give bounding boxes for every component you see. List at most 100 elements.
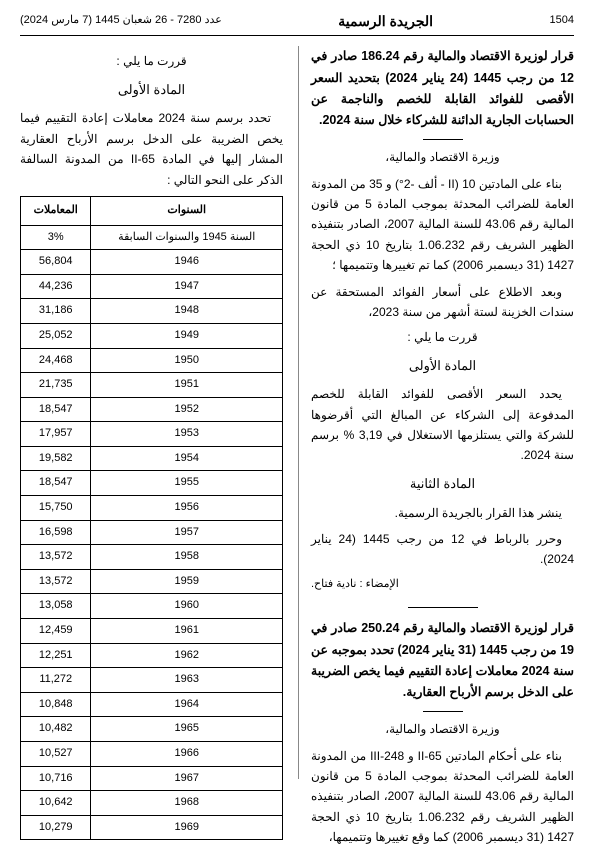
cell-coef: 10,482 bbox=[21, 717, 91, 742]
table-row: 196810,642 bbox=[21, 791, 283, 816]
cell-year: 1965 bbox=[91, 717, 283, 742]
cell-coef: 21,735 bbox=[21, 373, 91, 398]
cell-coef: 24,468 bbox=[21, 348, 91, 373]
page-header: 1504 الجريدة الرسمية عدد 7280 - 26 شعبان… bbox=[20, 10, 574, 36]
separator-icon bbox=[423, 711, 463, 712]
cell-coef: 56,804 bbox=[21, 250, 91, 275]
cell-coef: 10,279 bbox=[21, 815, 91, 840]
table-row: 196510,482 bbox=[21, 717, 283, 742]
table-row: 195419,582 bbox=[21, 446, 283, 471]
table-row: 194656,804 bbox=[21, 250, 283, 275]
cell-year: 1959 bbox=[91, 569, 283, 594]
table-row: 195518,547 bbox=[21, 471, 283, 496]
cell-coef: 44,236 bbox=[21, 274, 91, 299]
cell-coef: 15,750 bbox=[21, 496, 91, 521]
table-row: 195121,735 bbox=[21, 373, 283, 398]
cell-year: 1952 bbox=[91, 397, 283, 422]
table-row: 195218,547 bbox=[21, 397, 283, 422]
table-row: 195615,750 bbox=[21, 496, 283, 521]
cell-year: 1956 bbox=[91, 496, 283, 521]
decree1-para1: بناء على المادتين 10 (II - ألف -2°) و 35… bbox=[311, 174, 574, 276]
cell-year: 1948 bbox=[91, 299, 283, 324]
cell-year: 1958 bbox=[91, 545, 283, 570]
cell-year: 1962 bbox=[91, 643, 283, 668]
article1-label: المادة الأولى bbox=[311, 356, 574, 377]
cell-coef: 13,058 bbox=[21, 594, 91, 619]
right-column: قرار لوزيرة الاقتصاد والمالية رقم 186.24… bbox=[298, 46, 574, 779]
cell-coef: 12,459 bbox=[21, 619, 91, 644]
cell-year: 1963 bbox=[91, 668, 283, 693]
cell-year: 1957 bbox=[91, 520, 283, 545]
col-years-header: السنوات bbox=[91, 196, 283, 225]
cell-coef: 25,052 bbox=[21, 323, 91, 348]
page-number: 1504 bbox=[550, 12, 574, 30]
cell-coef: 11,272 bbox=[21, 668, 91, 693]
signature: الإمضاء : نادية فتاح. bbox=[311, 576, 574, 594]
table-row: 196311,272 bbox=[21, 668, 283, 693]
table-row: 195913,572 bbox=[21, 569, 283, 594]
table-row: 196112,459 bbox=[21, 619, 283, 644]
separator-icon bbox=[408, 607, 478, 608]
cell-coef: 10,716 bbox=[21, 766, 91, 791]
cell-year: 1961 bbox=[91, 619, 283, 644]
cell-coef: 10,527 bbox=[21, 742, 91, 767]
table-row: 196013,058 bbox=[21, 594, 283, 619]
cell-year: 1954 bbox=[91, 446, 283, 471]
article1-text-left: تحدد برسم سنة 2024 معاملات إعادة التقييم… bbox=[20, 108, 283, 190]
table-row: السنة 1945 والسنوات السابقة3% bbox=[21, 225, 283, 250]
cell-coef: 12,251 bbox=[21, 643, 91, 668]
table-row: 194744,236 bbox=[21, 274, 283, 299]
cell-coef: 18,547 bbox=[21, 471, 91, 496]
issue-info: عدد 7280 - 26 شعبان 1445 (7 مارس 2024) bbox=[20, 12, 222, 30]
decided-line: قررت ما يلي : bbox=[20, 52, 283, 71]
coefficients-table: السنوات المعاملات السنة 1945 والسنوات ال… bbox=[20, 196, 283, 840]
cell-coef: 13,572 bbox=[21, 569, 91, 594]
article1-label-left: المادة الأولى bbox=[20, 80, 283, 101]
minister-line: وزيرة الاقتصاد والمالية، bbox=[311, 720, 574, 739]
cell-coef: 13,572 bbox=[21, 545, 91, 570]
cell-year: 1955 bbox=[91, 471, 283, 496]
article2-text: ينشر هذا القرار بالجريدة الرسمية. bbox=[311, 503, 574, 523]
table-row: 196710,716 bbox=[21, 766, 283, 791]
cell-coef: 10,848 bbox=[21, 692, 91, 717]
cell-year: 1946 bbox=[91, 250, 283, 275]
cell-year: 1947 bbox=[91, 274, 283, 299]
table-row: 196610,527 bbox=[21, 742, 283, 767]
cell-year: 1953 bbox=[91, 422, 283, 447]
cell-year: 1964 bbox=[91, 692, 283, 717]
cell-year: 1960 bbox=[91, 594, 283, 619]
place-date: وحرر بالرباط في 12 من رجب 1445 (24 يناير… bbox=[311, 529, 574, 570]
table-row: 196910,279 bbox=[21, 815, 283, 840]
table-row: 195024,468 bbox=[21, 348, 283, 373]
decree2-para1: بناء على أحكام المادتين II-65 و III-248 … bbox=[311, 746, 574, 848]
cell-coef: 10,642 bbox=[21, 791, 91, 816]
table-row: 194925,052 bbox=[21, 323, 283, 348]
table-header-row: السنوات المعاملات bbox=[21, 196, 283, 225]
col-coef-header: المعاملات bbox=[21, 196, 91, 225]
separator-icon bbox=[423, 139, 463, 140]
article1-text: يحدد السعر الأقصى للفوائد القابلة للخصم … bbox=[311, 384, 574, 466]
cell-year: 1966 bbox=[91, 742, 283, 767]
decided-line: قررت ما يلي : bbox=[311, 328, 574, 347]
cell-year: 1949 bbox=[91, 323, 283, 348]
left-column: قررت ما يلي : المادة الأولى تحدد برسم سن… bbox=[20, 46, 283, 779]
cell-year: 1967 bbox=[91, 766, 283, 791]
cell-year: 1968 bbox=[91, 791, 283, 816]
cell-coef: 16,598 bbox=[21, 520, 91, 545]
cell-year: 1951 bbox=[91, 373, 283, 398]
cell-coef: 31,186 bbox=[21, 299, 91, 324]
gazette-title: الجريدة الرسمية bbox=[338, 10, 433, 32]
table-row: 196410,848 bbox=[21, 692, 283, 717]
cell-year: 1969 bbox=[91, 815, 283, 840]
decree1-para2: وبعد الاطلاع على أسعار الفوائد المستحقة … bbox=[311, 282, 574, 323]
cell-coef: 18,547 bbox=[21, 397, 91, 422]
table-row: 194831,186 bbox=[21, 299, 283, 324]
cell-coef: 19,582 bbox=[21, 446, 91, 471]
cell-year: السنة 1945 والسنوات السابقة bbox=[91, 225, 283, 250]
decree1-title: قرار لوزيرة الاقتصاد والمالية رقم 186.24… bbox=[311, 46, 574, 131]
table-row: 196212,251 bbox=[21, 643, 283, 668]
cell-year: 1950 bbox=[91, 348, 283, 373]
table-row: 195317,957 bbox=[21, 422, 283, 447]
cell-coef: 3% bbox=[21, 225, 91, 250]
table-row: 195716,598 bbox=[21, 520, 283, 545]
